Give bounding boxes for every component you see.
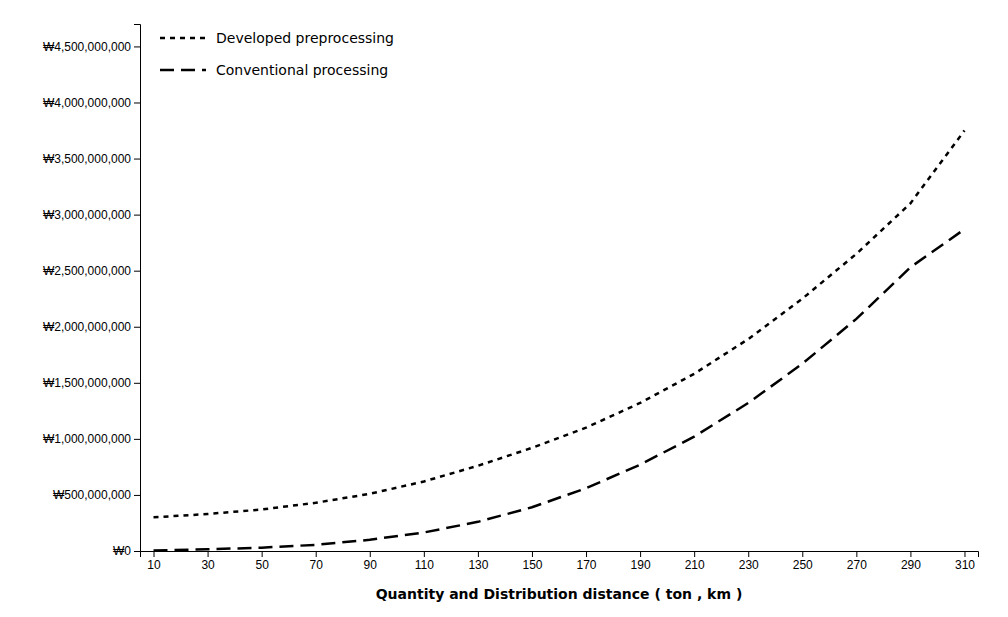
tick: ₩1,500,000,000: [43, 376, 140, 390]
tick: 10: [147, 551, 161, 572]
tick-mark: [134, 327, 140, 328]
tick-label: 270: [847, 558, 867, 572]
tick: 270: [847, 551, 867, 572]
x-axis-title: Quantity and Distribution distance ( ton…: [376, 586, 743, 602]
legend-label: Conventional processing: [216, 62, 388, 78]
legend-item: Conventional processing: [160, 62, 388, 78]
tick-label: 90: [364, 558, 378, 572]
tick-mark: [134, 271, 140, 272]
tick-label: 30: [201, 558, 215, 572]
tick: ₩4,500,000,000: [43, 40, 140, 54]
tick: 170: [577, 551, 597, 572]
tick-label: 230: [739, 558, 759, 572]
tick-label: 130: [468, 558, 488, 572]
tick: 310: [955, 551, 975, 572]
tick: 90: [364, 551, 378, 572]
tick: ₩0: [113, 544, 140, 558]
tick-label: 150: [522, 558, 542, 572]
tick-label: 110: [415, 558, 434, 572]
tick-label: ₩1,000,000,000: [43, 432, 131, 446]
tick-mark: [262, 551, 263, 557]
tick: 250: [793, 551, 813, 572]
legend-swatch: [160, 69, 206, 72]
tick-mark: [532, 551, 533, 557]
tick-label: 250: [793, 558, 813, 572]
tick-mark: [316, 551, 317, 557]
tick-label: 70: [310, 558, 324, 572]
tick-label: 190: [631, 558, 651, 572]
tick: 70: [310, 551, 324, 572]
axis-domain: [134, 25, 141, 552]
tick-label: 210: [685, 558, 705, 572]
tick: 230: [739, 551, 759, 572]
tick: 50: [255, 551, 269, 572]
tick-mark: [134, 46, 140, 47]
tick-mark: [424, 551, 425, 557]
tick: ₩500,000,000: [53, 488, 140, 502]
tick-label: ₩2,000,000,000: [43, 320, 131, 334]
tick-mark: [134, 102, 140, 103]
tick-mark: [134, 159, 140, 160]
tick-mark: [802, 551, 803, 557]
tick: ₩3,000,000,000: [43, 208, 140, 222]
tick: ₩2,500,000,000: [43, 264, 140, 278]
chart: 10 30 50 70 90 110 130 150 170 190 210 230 250 270 290…: [0, 0, 1008, 617]
tick-mark: [478, 551, 479, 557]
tick-mark: [640, 551, 641, 557]
legend-item: Developed preprocessing: [160, 30, 394, 46]
tick-label: 10: [147, 558, 161, 572]
tick-mark: [748, 551, 749, 557]
tick-label: ₩3,000,000,000: [43, 208, 131, 222]
tick: 190: [631, 551, 651, 572]
x-axis: 10 30 50 70 90 110 130 150 170 190 210 230 250 270 290…: [141, 551, 979, 572]
legend: Developed preprocessing Conventional proc…: [160, 30, 394, 78]
series-line: [154, 229, 965, 550]
tick: 130: [468, 551, 488, 572]
tick-mark: [910, 551, 911, 557]
tick: 210: [685, 551, 705, 572]
tick-mark: [134, 439, 140, 440]
tick-label: ₩4,500,000,000: [43, 40, 131, 54]
tick-label: ₩2,500,000,000: [43, 264, 131, 278]
tick-mark: [134, 215, 140, 216]
tick-mark: [134, 551, 140, 552]
tick-mark: [586, 551, 587, 557]
tick-label: ₩0: [113, 544, 131, 558]
tick-mark: [208, 551, 209, 557]
tick-label: ₩500,000,000: [53, 488, 131, 502]
tick-label: 50: [255, 558, 269, 572]
tick: ₩2,000,000,000: [43, 320, 140, 334]
tick-mark: [370, 551, 371, 557]
tick-mark: [134, 383, 140, 384]
tick-label: ₩4,000,000,000: [43, 96, 131, 110]
tick-label: 170: [577, 558, 597, 572]
plot: 10 30 50 70 90 110 130 150 170 190 210 230 250 270 290…: [43, 25, 979, 572]
tick-mark: [856, 551, 857, 557]
tick-label: ₩3,500,000,000: [43, 152, 131, 166]
tick-mark: [694, 551, 695, 557]
tick: 110: [415, 551, 434, 572]
tick-label: ₩1,500,000,000: [43, 376, 131, 390]
legend-swatch: [160, 37, 206, 40]
tick: ₩4,000,000,000: [43, 96, 140, 110]
tick-label: 290: [901, 558, 921, 572]
tick: ₩3,500,000,000: [43, 152, 140, 166]
axis-domain: [141, 552, 979, 558]
lines: [154, 131, 965, 551]
tick: 290: [901, 551, 921, 572]
tick: ₩1,000,000,000: [43, 432, 140, 446]
tick: 150: [522, 551, 542, 572]
tick: 30: [201, 551, 215, 572]
legend-label: Developed preprocessing: [216, 30, 394, 46]
tick-mark: [964, 551, 965, 557]
tick-label: 310: [955, 558, 975, 572]
tick-mark: [154, 551, 155, 557]
y-axis: ₩0 ₩500,000,000 ₩1,000,000,000 ₩1,500,000,0…: [43, 25, 141, 559]
tick-mark: [134, 495, 140, 496]
series-line: [154, 131, 965, 518]
